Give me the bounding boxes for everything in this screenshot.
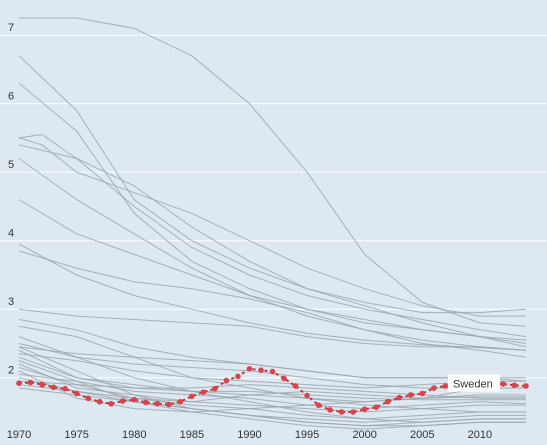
sweden-point	[442, 383, 449, 389]
sweden-point	[200, 389, 207, 395]
sweden-point	[119, 398, 126, 404]
x-tick-label: 2000	[352, 429, 376, 441]
sweden-point	[108, 400, 114, 407]
x-tick-label: 1980	[122, 429, 146, 441]
sweden-point	[189, 393, 195, 400]
sweden-point	[85, 395, 91, 402]
sweden-point	[73, 390, 80, 397]
sweden-point	[212, 385, 218, 392]
sweden-point	[27, 379, 34, 386]
highlight-series	[16, 366, 529, 415]
sweden-point	[142, 399, 149, 406]
sweden-point	[373, 404, 380, 411]
sweden-point	[315, 402, 322, 408]
x-tick-label: 1995	[295, 429, 319, 441]
x-tick-label: 1990	[237, 429, 261, 441]
sweden-point	[177, 398, 184, 405]
y-tick-label: 7	[8, 22, 14, 34]
sweden-point	[39, 381, 45, 388]
sweden-point	[407, 392, 414, 398]
sweden-point	[431, 385, 437, 391]
background-series-line	[18, 55, 527, 348]
sweden-point	[361, 406, 368, 413]
sweden-point	[384, 398, 391, 405]
sweden-point	[338, 409, 345, 415]
sweden-point	[96, 398, 103, 405]
sweden-point	[269, 368, 276, 375]
sweden-point	[235, 373, 241, 380]
background-series-line	[18, 380, 526, 401]
sweden-point	[500, 381, 506, 387]
background-series-line	[18, 133, 527, 314]
sweden-point	[246, 366, 253, 372]
sweden-point	[131, 396, 138, 403]
x-tick-label: 2010	[468, 429, 492, 441]
sweden-point	[223, 377, 230, 384]
background-series-line	[18, 137, 526, 317]
sweden-point	[281, 375, 287, 382]
sweden-point	[16, 380, 22, 387]
sweden-point	[327, 407, 333, 413]
x-tick-label: 1985	[180, 429, 204, 441]
background-series-line	[18, 308, 527, 351]
y-tick-label: 4	[8, 228, 14, 240]
background-series-line	[18, 243, 527, 351]
gridlines	[0, 34, 547, 379]
x-axis-labels: 1970 1975 1980 1985 1990 1995 2000 2005 2010	[7, 429, 492, 441]
sweden-point	[62, 385, 68, 392]
background-series-line	[18, 384, 526, 420]
y-tick-label: 3	[8, 296, 14, 308]
sweden-point	[50, 384, 57, 391]
sweden-point	[154, 400, 161, 407]
sweden-point	[396, 394, 403, 401]
x-tick-label: 2005	[410, 429, 434, 441]
sweden-point	[419, 390, 426, 397]
y-tick-label: 5	[8, 159, 14, 171]
y-axis-labels: 2 3 4 5 6 7	[8, 22, 14, 377]
sweden-point	[523, 383, 529, 389]
sweden-point	[350, 409, 356, 415]
sweden-point	[511, 382, 518, 389]
sweden-point	[258, 367, 264, 374]
y-tick-label: 2	[8, 365, 14, 377]
sweden-label-text: Sweden	[453, 379, 493, 391]
background-series-line	[18, 370, 526, 413]
y-tick-label: 6	[8, 91, 14, 103]
sweden-label-box	[447, 374, 500, 392]
sweden-label: Sweden	[447, 374, 500, 392]
sweden-point	[165, 401, 172, 408]
background-series-line	[18, 356, 526, 403]
background-series-line	[18, 377, 526, 423]
background-series-line	[18, 199, 527, 344]
background-series-line	[18, 144, 527, 338]
sweden-point	[292, 383, 299, 389]
sweden-point	[304, 392, 310, 399]
x-tick-label: 1975	[64, 429, 88, 441]
x-tick-label: 1970	[7, 429, 31, 441]
